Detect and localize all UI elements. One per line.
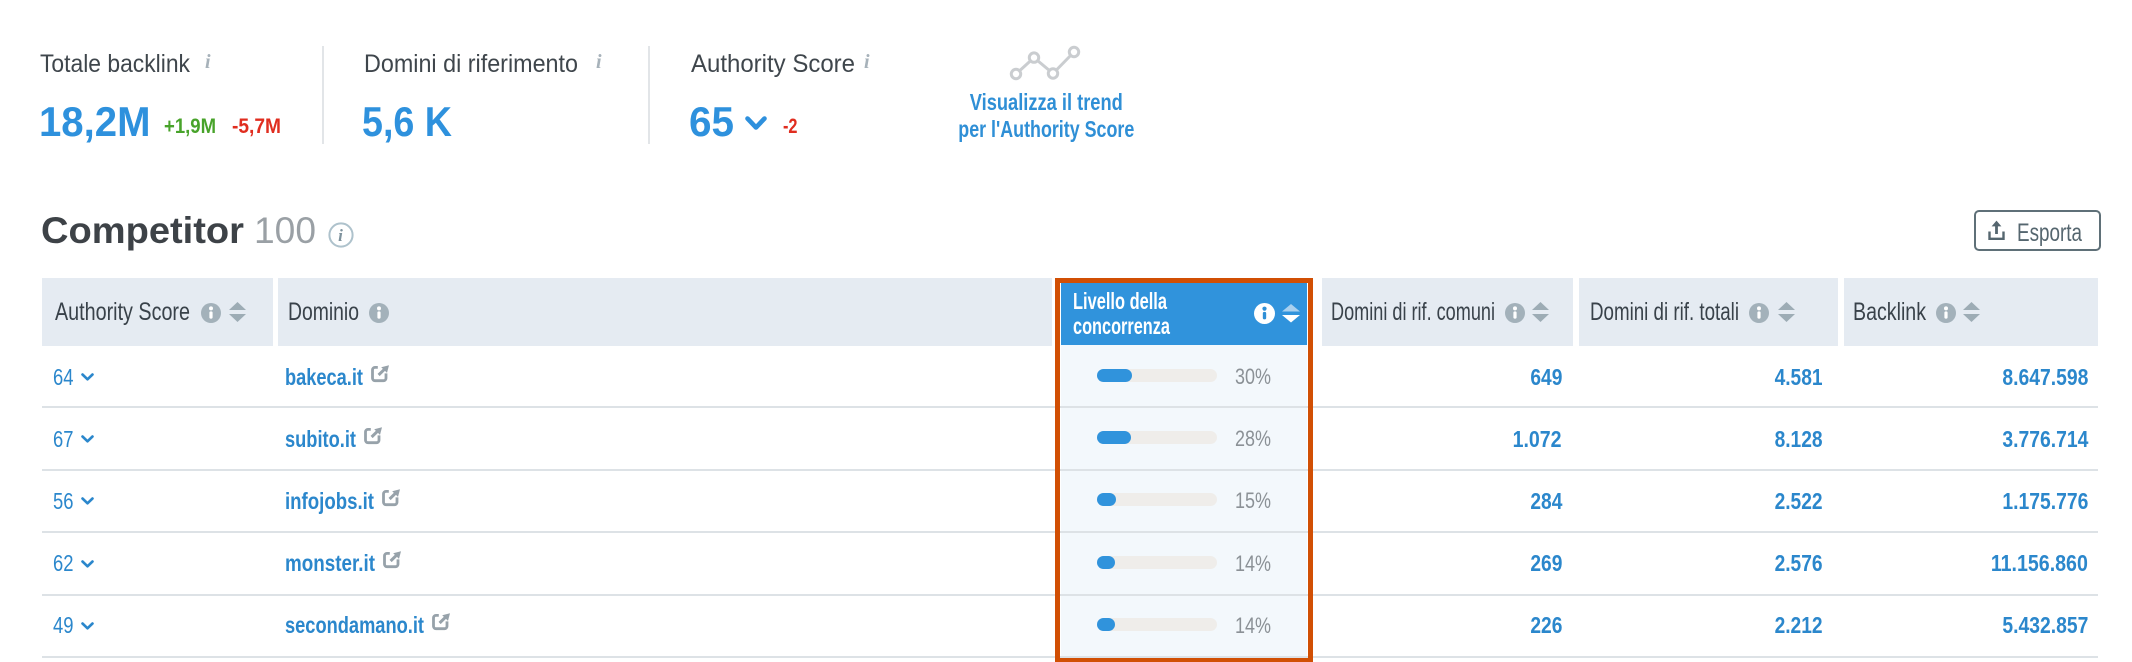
svg-text:i: i [338, 226, 343, 245]
